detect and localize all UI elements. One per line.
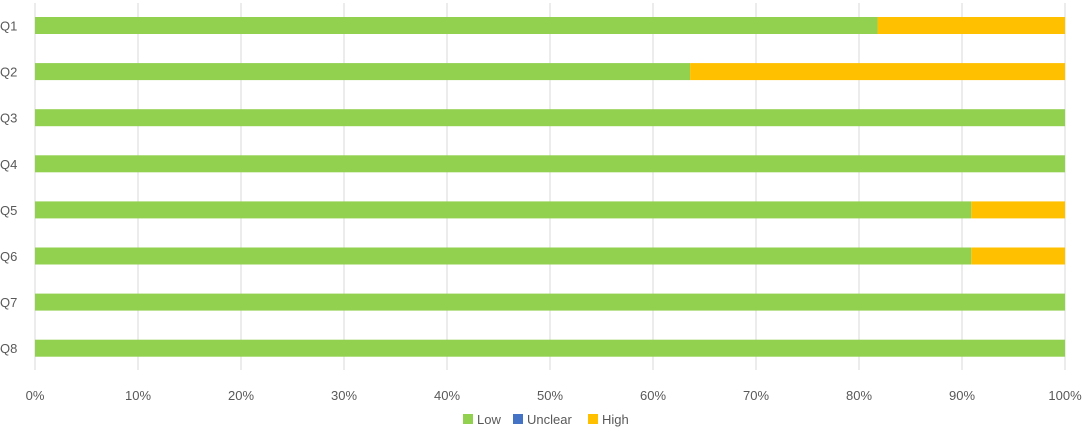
x-axis-tick-labels: 0% 10% 20% 30% 40% 50% 60% 70% 80% 90% 100% [26, 388, 1082, 403]
x-tick-label: 100% [1048, 388, 1082, 403]
bar-segment-high [971, 247, 1065, 265]
legend-swatch [513, 414, 523, 424]
x-tick-label: 10% [125, 388, 151, 403]
x-tick-label: 20% [228, 388, 254, 403]
bar-segment-low [35, 63, 691, 81]
x-tick-label: 80% [846, 388, 872, 403]
category-labels: Q1 Q2 Q3 Q4 Q5 Q6 Q7 Q8 [0, 19, 17, 357]
bar-segment-low [35, 339, 1065, 357]
legend-swatch [463, 414, 473, 424]
bar-segment-low [35, 17, 878, 34]
x-tick-label: 40% [434, 388, 460, 403]
category-label: Q6 [0, 249, 17, 264]
x-tick-label: 50% [537, 388, 563, 403]
category-label: Q5 [0, 203, 17, 218]
x-tick-label: 0% [26, 388, 45, 403]
bar-segment-high [690, 63, 1065, 81]
bar-segment-high [971, 201, 1065, 219]
bars [35, 17, 1065, 357]
legend-label: Low [477, 412, 501, 427]
category-label: Q3 [0, 111, 17, 126]
legend-swatch [588, 414, 598, 424]
x-tick-label: 60% [640, 388, 666, 403]
legend-label: Unclear [527, 412, 572, 427]
bar-segment-high [877, 17, 1065, 34]
category-label: Q4 [0, 157, 17, 172]
category-label: Q7 [0, 295, 17, 310]
gridlines [34, 3, 1066, 370]
legend: Low Unclear High [463, 412, 629, 427]
bar-segment-low [35, 109, 1065, 127]
x-tick-label: 70% [743, 388, 769, 403]
category-label: Q8 [0, 341, 17, 356]
bar-segment-low [35, 201, 972, 219]
bar-segment-low [35, 293, 1065, 311]
category-label: Q1 [0, 19, 17, 34]
x-tick-label: 90% [949, 388, 975, 403]
legend-label: High [602, 412, 629, 427]
x-tick-label: 30% [331, 388, 357, 403]
bar-segment-low [35, 155, 1065, 173]
bar-segment-low [35, 247, 972, 265]
category-label: Q2 [0, 65, 17, 80]
